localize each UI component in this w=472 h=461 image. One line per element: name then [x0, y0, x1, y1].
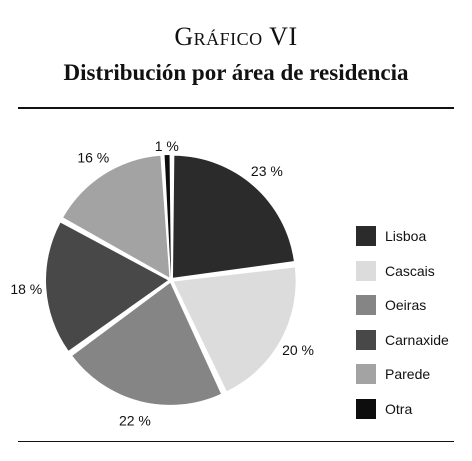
legend-item-oeiras: Oeiras — [356, 295, 426, 315]
legend-swatch — [356, 329, 376, 350]
pie-slice-lisboa — [172, 155, 294, 278]
pie-label-parede: 16 % — [77, 150, 109, 166]
pie-slice-carnaxide — [46, 222, 169, 351]
legend-item-cascais: Cascais — [356, 260, 435, 281]
pie-label-oeiras: 22 % — [119, 412, 151, 428]
legend-swatch — [356, 295, 376, 315]
pie-slice-otra — [164, 155, 171, 278]
legend-label: Lisboa — [385, 228, 427, 244]
legend-swatch — [356, 260, 376, 281]
legend-label: Carnaxide — [385, 331, 449, 348]
pie-labels: 23 % 20 % 22 % 18 % 16 % 1 % — [10, 138, 314, 428]
chart-kicker: Gráfico VI — [174, 22, 298, 51]
chart-title: Distribución por área de residencia — [63, 60, 409, 85]
legend-swatch — [356, 364, 376, 384]
legend-label: Otra — [385, 400, 413, 417]
legend-item-parede: Parede — [356, 364, 430, 384]
pie-label-otra: 1 % — [155, 138, 179, 154]
bottom-rule — [18, 441, 454, 442]
pie-label-lisboa: 23 % — [251, 163, 283, 179]
pie-slices — [46, 155, 296, 405]
pie-slice-parede — [63, 155, 170, 278]
pie-label-cascais: 20 % — [282, 342, 314, 358]
legend-swatch — [356, 398, 376, 419]
legend-label: Parede — [385, 366, 431, 382]
legend-item-carnaxide: Carnaxide — [356, 329, 449, 350]
legend-label: Cascais — [385, 262, 435, 279]
legend-swatch — [356, 226, 376, 246]
legend-item-lisboa: Lisboa — [356, 226, 426, 246]
legend-label: Oeiras — [385, 297, 427, 313]
pie-slice-oeiras — [72, 282, 221, 405]
pie-label-carnaxide: 18 % — [10, 281, 42, 297]
pie-slice-cascais — [173, 267, 296, 392]
legend-item-otra: Otra — [356, 398, 413, 419]
top-rule — [18, 107, 454, 109]
